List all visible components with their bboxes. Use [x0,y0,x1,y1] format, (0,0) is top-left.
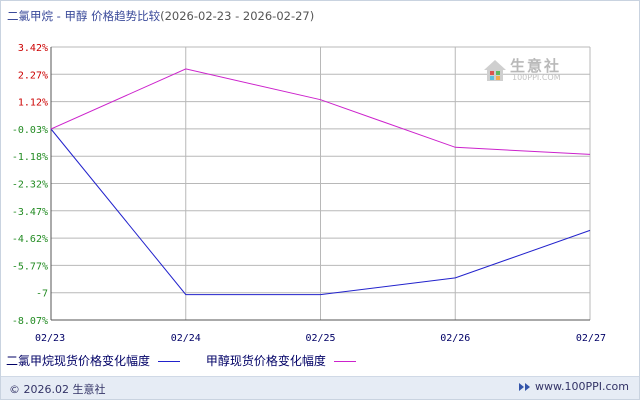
legend-label-1: 二氯甲烷现货价格变化幅度 [6,354,151,368]
y-tick-label: -7 [36,289,48,300]
y-tick-label: 1.12% [18,98,48,109]
watermark-name: 生意社 [510,57,562,75]
y-tick-label: 3.42% [18,43,48,54]
series-line-2 [50,68,591,155]
chart-title-main: 二氯甲烷 - 甲醇 价格趋势比较 [7,9,161,23]
x-tick-label: 02/23 [35,333,65,344]
legend-item-1: 二氯甲烷现货价格变化幅度 [6,352,181,369]
chart-title-range: (2026-02-23 - 2026-02-27) [160,9,315,23]
footer-site-link[interactable]: www.100PPI.com [535,380,629,393]
watermark: 生意社 100PPI.COM [482,56,578,88]
series-line-1 [50,128,591,296]
x-tick-label: 02/24 [171,333,201,344]
legend-swatch-1 [158,361,181,362]
legend: 二氯甲烷现货价格变化幅度 甲醇现货价格变化幅度 [6,352,378,369]
footer-site[interactable]: www.100PPI.com [518,380,629,393]
y-tick-label: -0.03% [12,125,48,136]
legend-swatch-2 [333,361,356,362]
footer-bar: © 2026.02 生意社 www.100PPI.com [1,376,639,399]
y-tick-label: -8.07% [12,316,48,327]
y-tick-label: -1.18% [12,152,48,163]
x-tick-label: 02/25 [305,333,335,344]
y-tick-label: -4.62% [12,234,48,245]
chart-title: 二氯甲烷 - 甲醇 价格趋势比较(2026-02-23 - 2026-02-27… [7,8,314,24]
footer-copyright: © 2026.02 生意社 [9,383,106,396]
watermark-url: 100PPI.COM [512,73,561,82]
x-tick-label: 02/26 [440,333,470,344]
x-tick-label: 02/27 [576,333,606,344]
house-logo-icon [484,60,506,81]
y-tick-label: -2.32% [12,180,48,191]
y-tick-label: 2.27% [18,70,48,81]
y-tick-label: -3.47% [12,207,48,218]
legend-item-2: 甲醇现货价格变化幅度 [206,352,356,369]
double-arrow-icon [519,382,531,391]
legend-label-2: 甲醇现货价格变化幅度 [205,354,326,368]
y-tick-label: -5.77% [12,261,48,272]
